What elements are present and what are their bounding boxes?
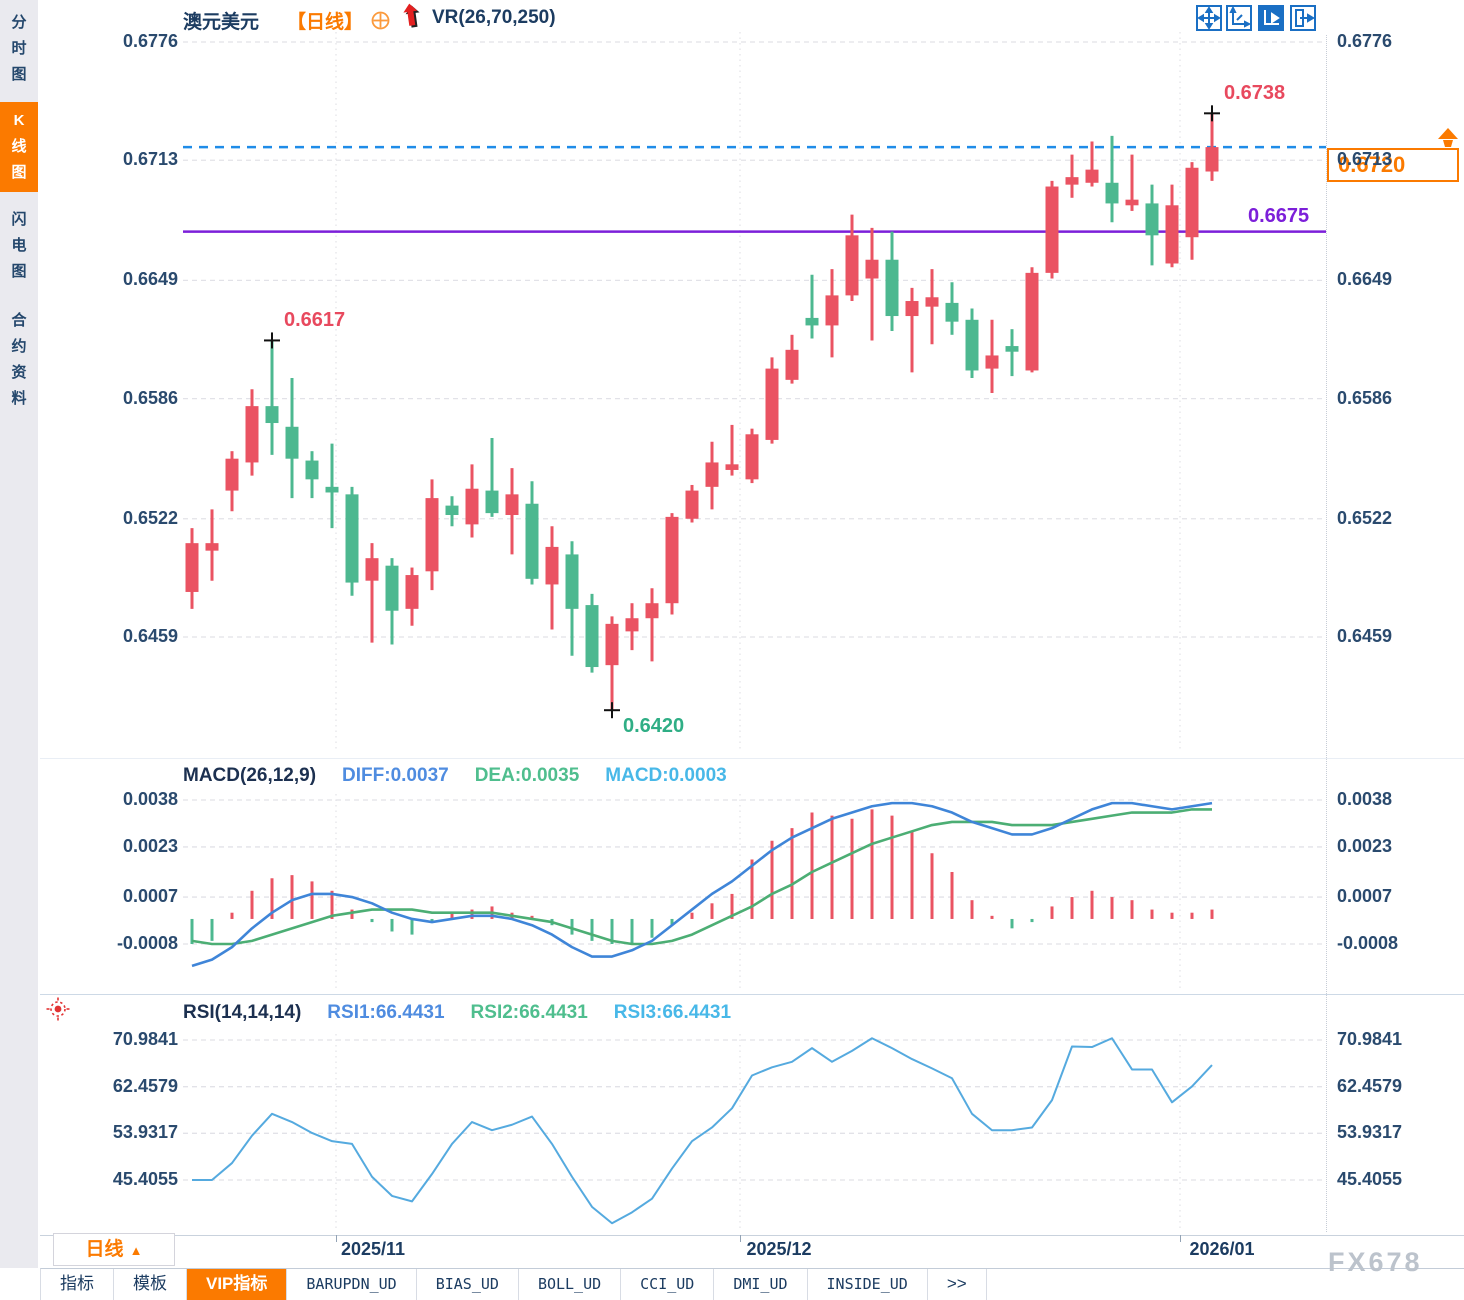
date-axis-tick	[740, 1235, 741, 1242]
macd-axis-label: -0.0008	[1337, 933, 1399, 953]
timeframe-label: 日线	[85, 1239, 124, 1260]
macd-axis-label: 0.0007	[1337, 886, 1393, 907]
macd-canvas[interactable]	[183, 790, 1326, 992]
price-marker-label: 0.6738	[1224, 82, 1286, 105]
macd-label-row: MACD(26,12,9) DIFF:0.0037 DEA:0.0035 MAC…	[183, 765, 727, 787]
indicator-tab-4[interactable]: BARUPDN_UD	[287, 1269, 417, 1300]
macd-dea-value: DEA:0.0035	[474, 765, 580, 786]
indicator-tab-9[interactable]: INSIDE_UD	[808, 1269, 928, 1300]
rsi-title: RSI(14,14,14)	[183, 1002, 302, 1023]
axis-zoom-button[interactable]	[1226, 5, 1252, 31]
price-axis-label: 0.6776	[1337, 31, 1393, 51]
macd-axis-label: 0.0023	[122, 835, 178, 856]
price-axis-label: 0.6649	[122, 269, 178, 290]
sidebar-tab-1[interactable]: 分时图	[11, 14, 27, 83]
price-up-marker-icon	[1438, 128, 1458, 147]
indicator-tab-6[interactable]: BOLL_UD	[519, 1269, 622, 1300]
target-icon[interactable]	[371, 11, 390, 30]
support-line-label: 0.6675	[1248, 204, 1310, 227]
price-axis-label: 0.6776	[122, 31, 178, 51]
price-marker-label: 0.6420	[623, 715, 685, 738]
macd-axis-label: 0.0023	[1337, 835, 1393, 856]
indicator-tab-8[interactable]: DMI_UD	[714, 1269, 808, 1300]
exit-panel-button[interactable]	[1290, 5, 1316, 31]
rsi-axis-label: 45.4055	[1337, 1169, 1403, 1189]
rsi-axis-label: 62.4579	[112, 1075, 178, 1096]
macd-title: MACD(26,12,9)	[183, 765, 317, 786]
date-axis-tick	[336, 1235, 337, 1242]
rsi-label-row: RSI(14,14,14) RSI1:66.4431 RSI2:66.4431 …	[183, 1002, 731, 1024]
pan-tool-button[interactable]	[1196, 5, 1222, 31]
rsi-axis-label: 70.9841	[1337, 1029, 1403, 1049]
price-axis-label: 0.6586	[122, 387, 178, 408]
indicator-tab-bar: 指标 模板 VIP指标 BARUPDN_UD BIAS_UD BOLL_UD CCI_UD D…	[40, 1268, 1464, 1300]
current-price-tag: 0.6720	[1327, 148, 1459, 182]
rsi-axis-label: 45.4055	[112, 1169, 178, 1189]
up-arrow-icon	[403, 3, 420, 28]
main-candlestick-canvas[interactable]	[183, 28, 1326, 755]
indicator-tab-1[interactable]: 指标	[41, 1269, 114, 1300]
rsi-canvas[interactable]	[183, 1030, 1326, 1235]
macd-axis-label: 0.0038	[1337, 789, 1393, 809]
panel-separator	[40, 994, 1464, 995]
plot-right-separator	[1326, 35, 1327, 1232]
macd-axis-label: -0.0008	[116, 933, 178, 953]
price-axis-label: 0.6522	[1337, 507, 1393, 528]
rsi2-value: RSI2:66.4431	[470, 1002, 588, 1023]
price-axis-label: 0.6713	[1337, 149, 1393, 170]
sidebar-tab-3[interactable]: 闪电图	[11, 211, 27, 280]
rsi1-value: RSI1:66.4431	[327, 1002, 445, 1023]
indicator-tab-3[interactable]: VIP指标	[187, 1269, 288, 1300]
axis-strip-top-border	[40, 1235, 1464, 1236]
date-axis-label: 2026/01	[1189, 1239, 1255, 1259]
macd-hist-value: MACD:0.0003	[605, 765, 727, 786]
indicator-tab-10[interactable]: >>	[928, 1269, 987, 1300]
symbol-title: 澳元美元	[183, 12, 260, 33]
rsi-axis-label: 53.9317	[1337, 1122, 1403, 1143]
date-axis-tick	[1180, 1235, 1181, 1242]
macd-diff-value: DIFF:0.0037	[342, 765, 449, 786]
price-marker-label: 0.6617	[284, 309, 346, 332]
price-axis-label: 0.6586	[1337, 387, 1393, 408]
indicator-settings-icon[interactable]	[46, 997, 70, 1021]
price-axis-label: 0.6522	[122, 507, 178, 528]
price-axis-label: 0.6713	[122, 149, 178, 170]
sidebar-tab-4[interactable]: 合约资料	[11, 312, 27, 407]
date-axis-label: 2025/12	[746, 1239, 812, 1259]
watermark: FX678	[1328, 1247, 1423, 1277]
vr-indicator-label[interactable]: VR(26,70,250)	[432, 7, 556, 28]
panel-separator	[40, 758, 1464, 759]
price-axis-label: 0.6649	[1337, 269, 1393, 290]
rsi-axis-label: 70.9841	[112, 1029, 178, 1049]
rsi-axis-label: 62.4579	[1337, 1075, 1403, 1096]
rsi-axis-label: 53.9317	[112, 1122, 178, 1143]
indicator-tab-5[interactable]: BIAS_UD	[417, 1269, 519, 1300]
indicator-tab-7[interactable]: CCI_UD	[621, 1269, 715, 1300]
chevron-up-icon: ▲	[129, 1243, 143, 1258]
rsi3-value: RSI3:66.4431	[613, 1002, 732, 1023]
indicator-tab-2[interactable]: 模板	[114, 1269, 187, 1300]
macd-axis-label: 0.0038	[122, 789, 178, 809]
timeframe-tag[interactable]: 【日线】	[287, 12, 364, 33]
axis-scale-button-active[interactable]	[1258, 5, 1284, 31]
timeframe-selector[interactable]: 日线 ▲	[53, 1233, 175, 1266]
price-axis-label: 0.6459	[122, 626, 178, 646]
date-axis-label: 2025/11	[340, 1239, 406, 1259]
price-axis-label: 0.6459	[1337, 626, 1393, 646]
macd-axis-label: 0.0007	[122, 886, 178, 907]
